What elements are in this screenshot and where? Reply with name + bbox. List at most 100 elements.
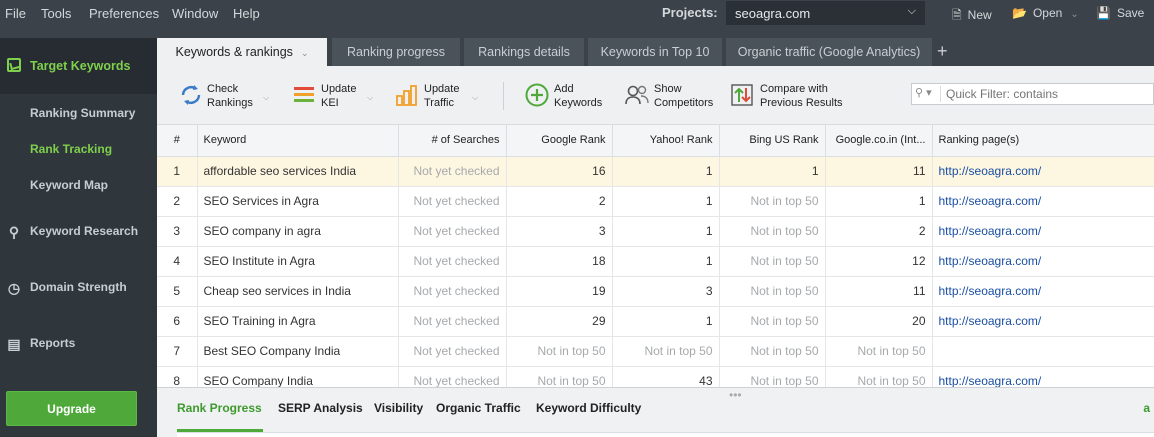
keywords-table: # Keyword # of Searches Google Rank Yaho… — [157, 125, 1154, 387]
bottom-tab-rank-progress[interactable]: Rank Progress — [177, 401, 262, 415]
new-button-label: New — [967, 8, 992, 22]
column-header-google-rank[interactable]: Google Rank — [506, 125, 613, 157]
sidebar-subitem-rank-tracking[interactable]: Rank Tracking — [30, 142, 113, 156]
compare-results-label: Compare with Previous Results — [760, 83, 843, 109]
chevron-down-icon[interactable]: ⌄ — [1070, 9, 1079, 20]
report-icon: ▤ — [7, 336, 21, 352]
cell-index: 1 — [157, 156, 198, 187]
resize-grip-icon[interactable]: ••• — [729, 388, 742, 402]
new-button[interactable]: 🗎 New — [952, 6, 992, 27]
add-keywords-button[interactable]: Add Keywords — [524, 80, 609, 114]
tab-keywords-rankings[interactable]: Keywords & rankings ⌄ — [157, 38, 327, 66]
table-row[interactable]: 6 SEO Training in Agra Not yet checked 29 1 N… — [157, 306, 1154, 337]
compare-results-button[interactable]: Compare with Previous Results — [730, 80, 850, 114]
cell-ranking-page[interactable]: http://seoagra.com/ — [932, 216, 1154, 247]
table-row[interactable]: 8 SEO Company India Not yet checked Not in … — [157, 366, 1154, 387]
column-header-ranking-pages[interactable]: Ranking page(s) — [932, 125, 1154, 157]
cell-bing-rank: Not in top 50 — [719, 216, 826, 247]
chevron-down-icon[interactable]: ⌵ — [263, 93, 270, 102]
chevron-down-icon[interactable]: ⌵ — [367, 93, 374, 102]
table-row[interactable]: 5 Cheap seo services in India Not yet chec… — [157, 276, 1154, 307]
table-row[interactable]: 3 SEO company in agra Not yet checked 3 1 Not… — [157, 216, 1154, 247]
sidebar-item-reports[interactable]: ▤ Reports — [0, 336, 157, 376]
table-row[interactable]: 4 SEO Institute in Agra Not yet checked 18 1… — [157, 246, 1154, 277]
quick-filter[interactable]: ⚲ ▾ — [911, 83, 1154, 105]
table-row[interactable]: 1 affordable seo services India Not yet ch… — [157, 156, 1154, 187]
tab-rankings-details[interactable]: Rankings details — [464, 38, 584, 66]
update-traffic-label: Update Traffic — [424, 83, 460, 109]
menu-file[interactable]: File — [5, 6, 26, 21]
column-header-index[interactable]: # — [157, 125, 198, 157]
column-header-searches[interactable]: # of Searches — [398, 125, 507, 157]
update-kei-label: Update KEI — [321, 83, 357, 109]
tab-ranking-progress[interactable]: Ranking progress — [332, 38, 460, 66]
cell-google-co-in: 11 — [825, 156, 933, 187]
cell-ranking-page[interactable]: http://seoagra.com/ — [932, 306, 1154, 337]
quick-filter-input[interactable] — [946, 87, 1146, 101]
bottom-tab-keyword-difficulty[interactable]: Keyword Difficulty — [536, 401, 642, 415]
cell-ranking-page[interactable] — [932, 336, 1154, 367]
sidebar-item-keyword-research[interactable]: ⚲ Keyword Research — [0, 224, 157, 264]
show-competitors-button[interactable]: Show Competitors — [624, 80, 719, 114]
ranking-page-link[interactable]: http://seoagra.com/ — [938, 194, 1042, 208]
menu-help[interactable]: Help — [233, 6, 260, 21]
cell-yahoo-rank: 43 — [612, 366, 720, 387]
sidebar-item-label: Reports — [30, 336, 76, 350]
checkbox-chart-icon — [7, 58, 21, 72]
check-rankings-button[interactable]: Check Rankings ⌵ — [178, 80, 283, 114]
ranking-page-link[interactable]: http://seoagra.com/ — [938, 224, 1042, 238]
sidebar-item-label: Keyword Research — [30, 224, 139, 238]
chevron-down-icon[interactable]: ⌄ — [300, 48, 309, 58]
menu-tools[interactable]: Tools — [41, 6, 72, 21]
chevron-down-icon[interactable]: ⌵ — [472, 93, 479, 102]
column-header-google-co-in[interactable]: Google.co.in (Int... — [825, 125, 933, 157]
tab-keywords-top10[interactable]: Keywords in Top 10 — [588, 38, 722, 66]
cell-google-co-in: 2 — [825, 216, 933, 247]
sidebar-subitem-keyword-map[interactable]: Keyword Map — [30, 178, 109, 192]
add-tab-icon[interactable]: + — [937, 41, 948, 61]
project-select[interactable]: seoagra.com ⌵ — [726, 1, 925, 25]
table-row[interactable]: 2 SEO Services in Agra Not yet checked 2 1 No… — [157, 186, 1154, 217]
add-keywords-label: Add Keywords — [554, 83, 603, 109]
cell-searches: Not yet checked — [398, 156, 507, 187]
cell-ranking-page[interactable]: http://seoagra.com/ — [932, 156, 1154, 187]
cell-google-rank: Not in top 50 — [506, 366, 613, 387]
bottom-tab-serp-analysis[interactable]: SERP Analysis — [278, 401, 363, 415]
bottom-tab-organic-traffic[interactable]: Organic Traffic — [436, 401, 521, 415]
cell-ranking-page[interactable]: http://seoagra.com/ — [932, 186, 1154, 217]
cell-bing-rank: Not in top 50 — [719, 336, 826, 367]
cell-ranking-page[interactable]: http://seoagra.com/ — [932, 366, 1154, 387]
column-header-bing-rank[interactable]: Bing US Rank — [719, 125, 826, 157]
search-icon[interactable]: ⚲ ▾ — [915, 86, 941, 102]
ranking-page-link[interactable]: http://seoagra.com/ — [938, 374, 1042, 387]
table-header-row: # Keyword # of Searches Google Rank Yaho… — [157, 125, 1154, 157]
upgrade-button[interactable]: Upgrade — [6, 391, 137, 426]
ranking-page-link[interactable]: http://seoagra.com/ — [938, 284, 1042, 298]
sidebar-item-domain-strength[interactable]: ◷ Domain Strength — [0, 280, 157, 320]
column-header-yahoo-rank[interactable]: Yahoo! Rank — [612, 125, 720, 157]
cell-bing-rank: Not in top 50 — [719, 246, 826, 277]
cell-bing-rank: 1 — [719, 156, 826, 187]
table-row[interactable]: 7 Best SEO Company India Not yet checked No… — [157, 336, 1154, 367]
search-icon: ⚲ — [8, 224, 20, 240]
kei-bars-icon — [294, 87, 314, 102]
column-header-keyword[interactable]: Keyword — [197, 125, 399, 157]
update-kei-button[interactable]: Update KEI ⌵ — [292, 80, 382, 114]
save-button[interactable]: 💾 Save — [1096, 6, 1144, 20]
tab-bar: Keywords & rankings ⌄ Ranking progress Ra… — [157, 38, 1154, 66]
open-button[interactable]: 📂 Open ⌄ — [1012, 6, 1079, 20]
bottom-tab-visibility[interactable]: Visibility — [374, 401, 424, 415]
ranking-page-link[interactable]: http://seoagra.com/ — [938, 254, 1042, 268]
cell-ranking-page[interactable]: http://seoagra.com/ — [932, 246, 1154, 277]
menu-preferences[interactable]: Preferences — [89, 6, 160, 21]
menu-window[interactable]: Window — [172, 6, 219, 21]
cell-google-co-in: 12 — [825, 246, 933, 277]
tab-organic-traffic[interactable]: Organic traffic (Google Analytics) — [726, 38, 932, 66]
cell-ranking-page[interactable]: http://seoagra.com/ — [932, 276, 1154, 307]
sidebar-item-label: Domain Strength — [30, 280, 127, 294]
ranking-page-link[interactable]: http://seoagra.com/ — [938, 314, 1042, 328]
sidebar-item-target-keywords[interactable]: Target Keywords — [0, 38, 157, 94]
sidebar-subitem-ranking-summary[interactable]: Ranking Summary — [30, 106, 136, 120]
ranking-page-link[interactable]: http://seoagra.com/ — [938, 164, 1042, 178]
update-traffic-button[interactable]: Update Traffic ⌵ — [395, 80, 485, 114]
